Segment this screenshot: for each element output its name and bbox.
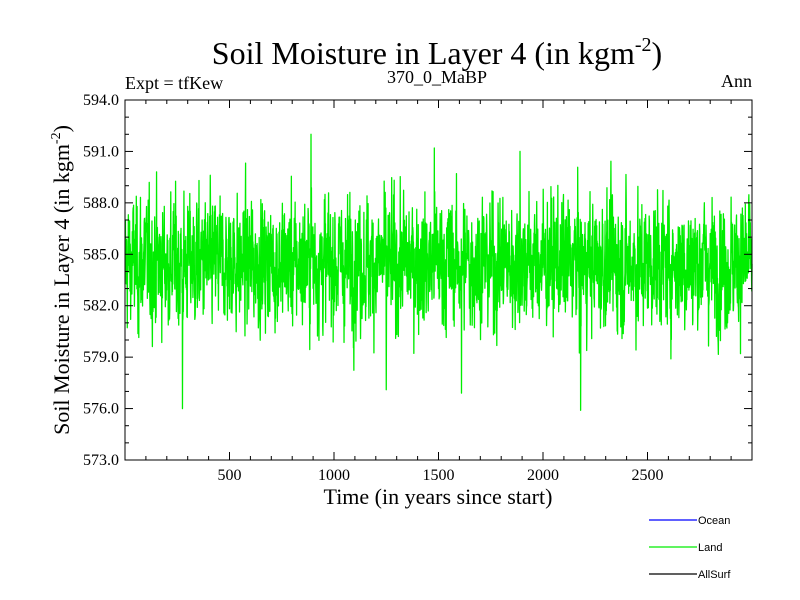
legend-label-ocean: Ocean [698, 515, 730, 527]
y-tick-label: 576.0 [83, 401, 119, 418]
chart-title-sup: -2 [635, 34, 652, 56]
chart-title: Soil Moisture in Layer 4 (in kgm-2) [212, 34, 662, 71]
subtitle-right: Ann [721, 71, 752, 91]
axis-ticks: 500 1000 1500 2000 2500 573.0 576.0 579.0 582.0 5… [83, 92, 752, 484]
x-axis-label: Time (in years since start) [324, 484, 553, 509]
plot-area [124, 133, 753, 411]
subtitle-center: 370_0_MaBP [387, 67, 487, 87]
y-tick-label: 594.0 [83, 92, 119, 109]
legend-label-allsurf: AllSurf [698, 569, 731, 581]
y-tick-label: 591.0 [83, 143, 119, 160]
y-tick-label: 582.0 [83, 298, 119, 315]
y-axis-label-main: Soil Moisture in Layer 4 (in kgm [49, 144, 74, 435]
x-tick-label: 500 [218, 467, 242, 484]
chart-title-main: Soil Moisture in Layer 4 (in kgm [212, 35, 635, 71]
chart-title-close: ) [652, 35, 663, 71]
y-tick-label: 585.0 [83, 246, 119, 263]
x-tick-label: 2000 [527, 467, 559, 484]
x-tick-label: 1000 [318, 467, 350, 484]
y-tick-label: 579.0 [83, 349, 119, 366]
x-tick-label: 2500 [632, 467, 664, 484]
x-tick-label: 1500 [423, 467, 455, 484]
y-tick-label: 573.0 [83, 452, 119, 469]
legend: Ocean Land AllSurf [649, 515, 731, 581]
y-tick-label: 588.0 [83, 195, 119, 212]
legend-label-land: Land [698, 542, 722, 554]
series-line-land [124, 133, 753, 411]
y-axis-label-sup: -2 [49, 132, 64, 144]
y-axis-label: Soil Moisture in Layer 4 (in kgm-2) [49, 125, 74, 435]
subtitle-left: Expt = tfKew [125, 73, 223, 93]
y-axis-label-close: ) [49, 125, 74, 132]
